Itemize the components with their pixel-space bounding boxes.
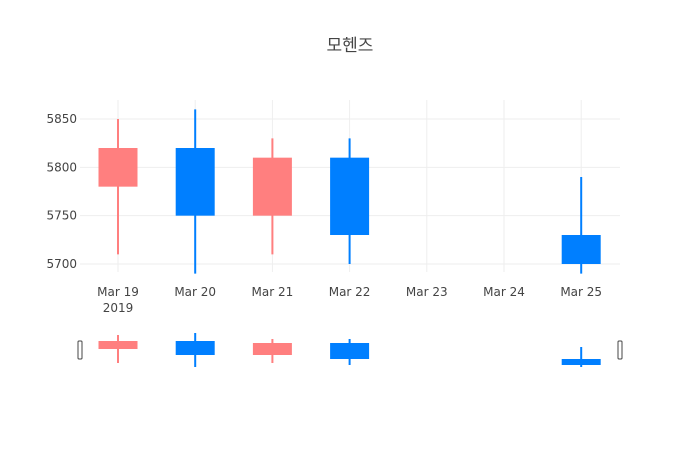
candle-mar-21[interactable] <box>252 138 292 255</box>
x-tick-label: Mar 23 <box>406 285 448 299</box>
range-slider-left-handle[interactable] <box>77 340 83 360</box>
slider-candle <box>252 339 292 363</box>
range-slider-right-handle[interactable] <box>617 340 623 360</box>
x-tick-label: Mar 22 <box>329 285 371 299</box>
y-tick-label: 5750 <box>46 209 77 223</box>
x-tick-label: Mar 19 <box>97 285 139 299</box>
candle-mar-20[interactable] <box>175 109 215 274</box>
slider-candle <box>561 347 601 367</box>
x-tick-label: Mar 21 <box>252 285 294 299</box>
range-slider[interactable] <box>77 333 623 367</box>
slider-candle <box>175 333 215 367</box>
x-axis: Mar 19 Mar 20 Mar 21 Mar 22 Mar 23 Mar 24 Mar … <box>97 285 602 315</box>
x-tick-label: Mar 25 <box>560 285 602 299</box>
x-year-label: 2019 <box>103 301 134 315</box>
chart-title: 모헨즈 <box>326 36 374 56</box>
y-axis: 5700 5750 5800 5850 <box>46 112 77 271</box>
y-tick-label: 5850 <box>46 112 77 126</box>
candles <box>98 109 601 274</box>
slider-candle <box>98 335 138 363</box>
candle-mar-25[interactable] <box>561 177 601 274</box>
slider-candle <box>330 339 370 365</box>
x-tick-label: Mar 24 <box>483 285 525 299</box>
x-tick-label: Mar 20 <box>174 285 216 299</box>
candle-mar-19[interactable] <box>98 119 138 255</box>
y-tick-label: 5700 <box>46 257 77 271</box>
y-tick-label: 5800 <box>46 160 77 174</box>
candle-mar-22[interactable] <box>330 138 370 264</box>
